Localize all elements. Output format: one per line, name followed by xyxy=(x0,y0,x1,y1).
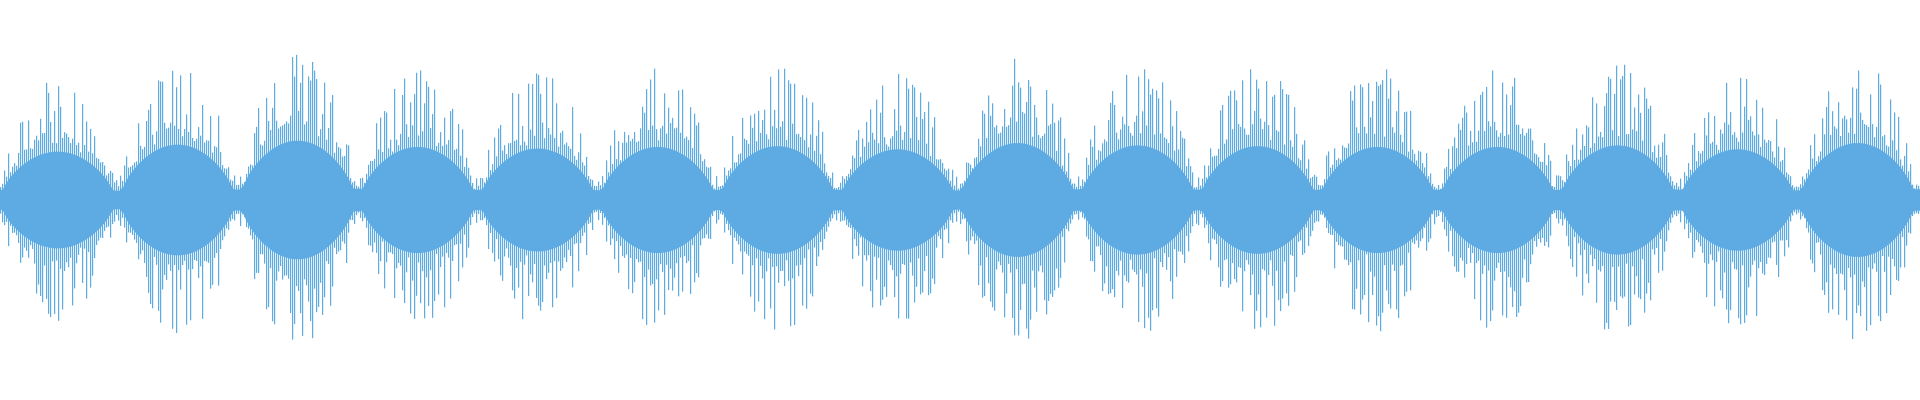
waveform-segment-body xyxy=(1800,143,1920,257)
waveform-segment-body xyxy=(0,151,120,249)
waveform-segment-body xyxy=(1560,145,1680,255)
waveform-segment-body xyxy=(360,147,480,253)
waveform-segment-body xyxy=(480,148,600,252)
waveform-segment-body xyxy=(1080,145,1200,255)
waveform-segment-body xyxy=(120,144,240,256)
waveform-segment-body xyxy=(720,146,840,254)
waveform-segment-body xyxy=(240,140,360,260)
waveform-segment-body xyxy=(600,147,720,253)
waveform-segment-body xyxy=(1200,146,1320,254)
waveform-bars xyxy=(0,54,1920,340)
waveform-segment-body xyxy=(840,149,960,251)
waveform-segment-body xyxy=(1440,147,1560,253)
waveform-segment-body xyxy=(1680,149,1800,251)
waveform-segment-body xyxy=(960,143,1080,257)
waveform-segment-body xyxy=(1320,147,1440,253)
